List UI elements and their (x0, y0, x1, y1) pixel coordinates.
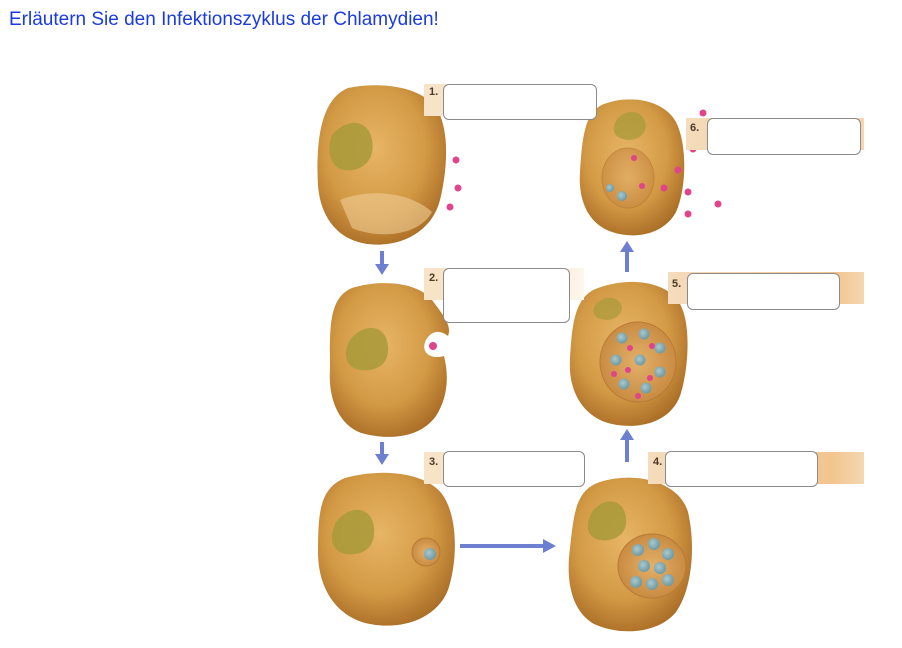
cell-stage-1 (317, 85, 447, 245)
arrow-4-to-5 (620, 429, 634, 462)
inclusion-bodies-stage-5 (610, 328, 666, 399)
cell-stage-2 (329, 283, 450, 437)
step-number-6: 6. (690, 122, 700, 134)
arrow-5-to-6 (620, 241, 634, 272)
answer-field-3[interactable] (443, 451, 585, 487)
arrow-3-to-4 (460, 539, 556, 553)
cell-stage-4 (568, 477, 692, 632)
step-number-4: 4. (653, 456, 663, 468)
step-number-2: 2. (429, 272, 439, 284)
answer-field-5[interactable] (687, 273, 840, 310)
question-title: Erläutern Sie den Infektionszyklus der C… (9, 9, 439, 30)
step-number-5: 5. (672, 278, 682, 290)
reticulate-bodies-stage-4 (630, 538, 674, 590)
step-number-1: 1. (429, 86, 439, 98)
cell-stage-6 (579, 99, 685, 236)
arrow-2-to-3 (375, 442, 389, 465)
arrow-1-to-2 (375, 251, 389, 275)
answer-field-2[interactable] (443, 268, 570, 323)
cell-stage-5 (569, 281, 688, 426)
cell-stage-3 (318, 472, 455, 626)
step-number-3: 3. (429, 456, 439, 468)
answer-field-4[interactable] (665, 451, 818, 487)
elementary-bodies-stage-1 (446, 156, 462, 211)
answer-field-6[interactable] (707, 118, 861, 155)
answer-field-1[interactable] (443, 84, 597, 120)
